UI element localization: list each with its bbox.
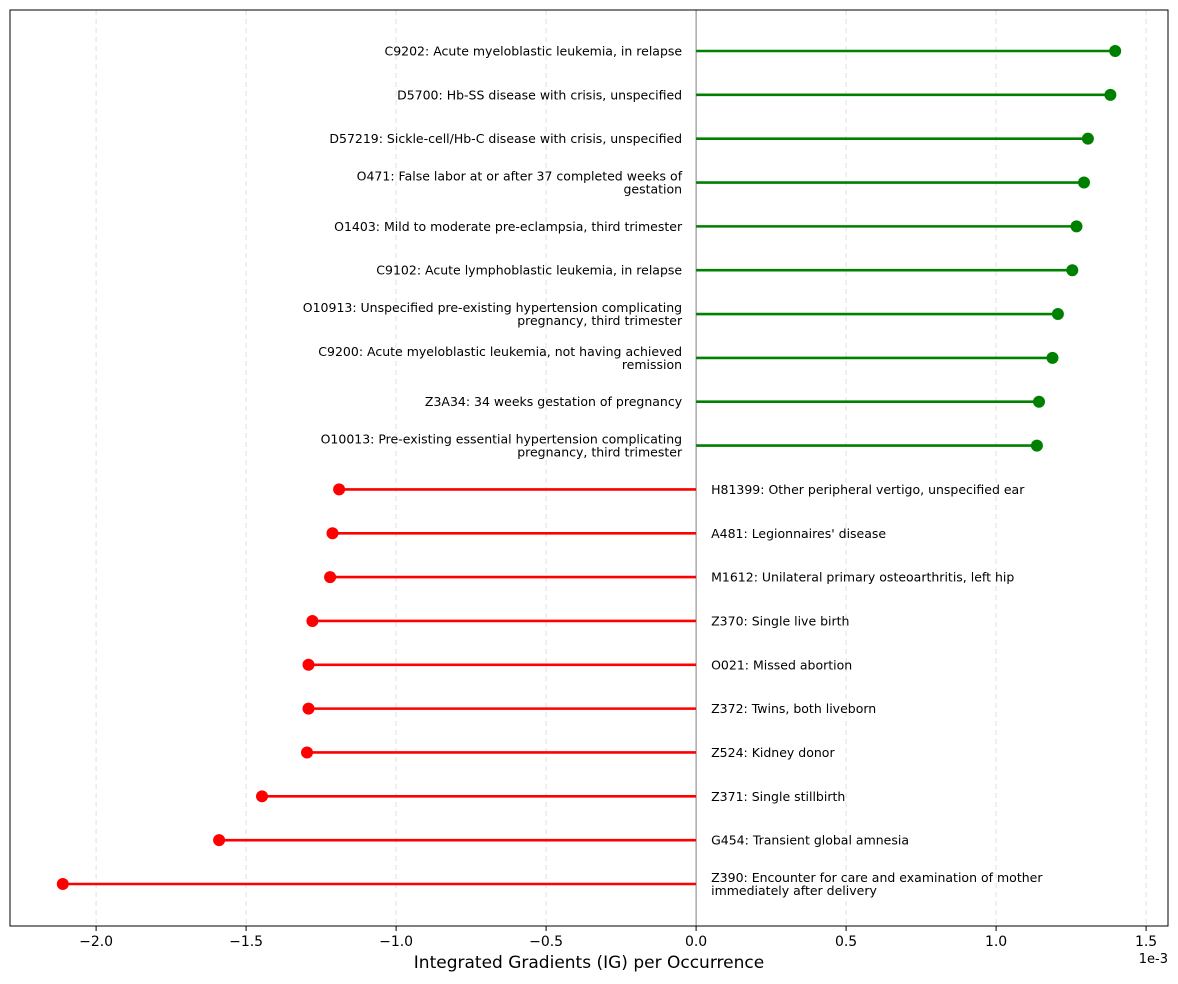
lollipop-dot <box>302 702 315 715</box>
x-tick-label: −1.5 <box>229 934 263 950</box>
item-label: Z372: Twins, both liveborn <box>711 701 876 716</box>
x-tick-label: 1.5 <box>1135 934 1157 950</box>
lollipop-item: M1612: Unilateral primary osteoarthritis… <box>324 570 1014 585</box>
lollipop-item: D5700: Hb-SS disease with crisis, unspec… <box>397 87 1117 102</box>
lollipop-dot <box>1030 439 1043 452</box>
x-axis-ticks: −2.0 −1.5 −1.0 −0.5 0.0 0.5 1.0 1.5 <box>79 926 1157 950</box>
lollipop-dot <box>1066 264 1079 277</box>
item-label: D5700: Hb-SS disease with crisis, unspec… <box>397 87 682 102</box>
x-tick-label: −0.5 <box>529 934 563 950</box>
lollipop-dot <box>1081 132 1094 145</box>
lollipop-item: H81399: Other peripheral vertigo, unspec… <box>333 482 1025 497</box>
x-tick-label: −1.0 <box>379 934 413 950</box>
lollipop-item: O1403: Mild to moderate pre-eclampsia, t… <box>334 219 1083 234</box>
lollipop-item: Z370: Single live birth <box>306 613 849 628</box>
lollipop-dot <box>326 527 339 540</box>
lollipop-dot <box>1104 88 1117 101</box>
lollipop-item: Z390: Encounter for care and examination… <box>56 870 1043 898</box>
lollipop-dot <box>301 746 313 759</box>
lollipop-item: C9202: Acute myeloblastic leukemia, in r… <box>384 44 1122 59</box>
lollipop-item: Z524: Kidney donor <box>301 745 835 760</box>
item-label: Z390: Encounter for care and examination… <box>711 870 1043 898</box>
lollipop-item: C9200: Acute myeloblastic leukemia, not … <box>318 344 1059 372</box>
lollipop-item: Z371: Single stillbirth <box>256 789 845 804</box>
item-label: C9200: Acute myeloblastic leukemia, not … <box>318 344 682 372</box>
lollipop-dot <box>333 483 346 496</box>
lollipop-dot <box>1046 351 1059 364</box>
x-tick-label: 0.0 <box>685 934 707 950</box>
x-tick-label: −2.0 <box>79 934 113 950</box>
item-label: Z371: Single stillbirth <box>711 789 845 804</box>
lollipop-dot <box>306 614 319 627</box>
item-label: Z3A34: 34 weeks gestation of pregnancy <box>425 394 683 409</box>
x-axis-label: Integrated Gradients (IG) per Occurrence <box>414 953 764 973</box>
lollipop-dot <box>1070 220 1083 233</box>
item-label: Z524: Kidney donor <box>711 745 835 760</box>
lollipop-item: O10913: Unspecified pre-existing hyperte… <box>303 300 1064 328</box>
lollipop-dot <box>256 790 268 803</box>
lollipop-item: D57219: Sickle-cell/Hb-C disease with cr… <box>329 131 1094 146</box>
lollipop-item: O021: Missed abortion <box>302 657 852 672</box>
item-label: Z370: Single live birth <box>711 613 849 628</box>
item-label: C9102: Acute lymphoblastic leukemia, in … <box>376 263 682 278</box>
item-label: O471: False labor at or after 37 complet… <box>357 169 683 197</box>
lollipop-item: Z372: Twins, both liveborn <box>302 701 876 716</box>
lollipop-item: O471: False labor at or after 37 complet… <box>357 169 1090 197</box>
lollipop-dot <box>324 571 337 584</box>
item-label: A481: Legionnaires' disease <box>711 526 886 541</box>
lollipop-dot <box>1033 395 1045 408</box>
grid-lines <box>95 10 1147 926</box>
item-label: C9202: Acute myeloblastic leukemia, in r… <box>384 44 682 59</box>
item-label: O1403: Mild to moderate pre-eclampsia, t… <box>334 219 683 234</box>
lollipop-dot <box>1078 176 1090 189</box>
item-label: O10013: Pre-existing essential hypertens… <box>321 432 683 460</box>
lollipop-dot <box>213 834 226 847</box>
item-label: D57219: Sickle-cell/Hb-C disease with cr… <box>329 131 682 146</box>
lollipop-item: O10013: Pre-existing essential hypertens… <box>321 432 1043 460</box>
item-label: H81399: Other peripheral vertigo, unspec… <box>711 482 1025 497</box>
lollipops: C9202: Acute myeloblastic leukemia, in r… <box>56 44 1122 898</box>
lollipop-dot <box>1051 308 1064 321</box>
x-tick-label: 1.0 <box>985 934 1007 950</box>
item-label: G454: Transient global amnesia <box>711 833 909 848</box>
lollipop-item: G454: Transient global amnesia <box>213 833 909 848</box>
lollipop-item: A481: Legionnaires' disease <box>326 526 886 541</box>
plot-frame <box>9 9 1169 927</box>
item-label: O021: Missed abortion <box>711 657 852 672</box>
lollipop-dot <box>1109 45 1122 57</box>
lollipop-dot <box>302 658 315 671</box>
item-label: M1612: Unilateral primary osteoarthritis… <box>711 570 1014 585</box>
x-tick-label: 0.5 <box>835 934 857 950</box>
lollipop-item: C9102: Acute lymphoblastic leukemia, in … <box>376 263 1079 278</box>
x-axis-offset-label: 1e-3 <box>1139 952 1168 967</box>
item-label: O10913: Unspecified pre-existing hyperte… <box>303 300 683 328</box>
lollipop-dot <box>56 878 69 890</box>
lollipop-item: Z3A34: 34 weeks gestation of pregnancy <box>425 394 1045 409</box>
